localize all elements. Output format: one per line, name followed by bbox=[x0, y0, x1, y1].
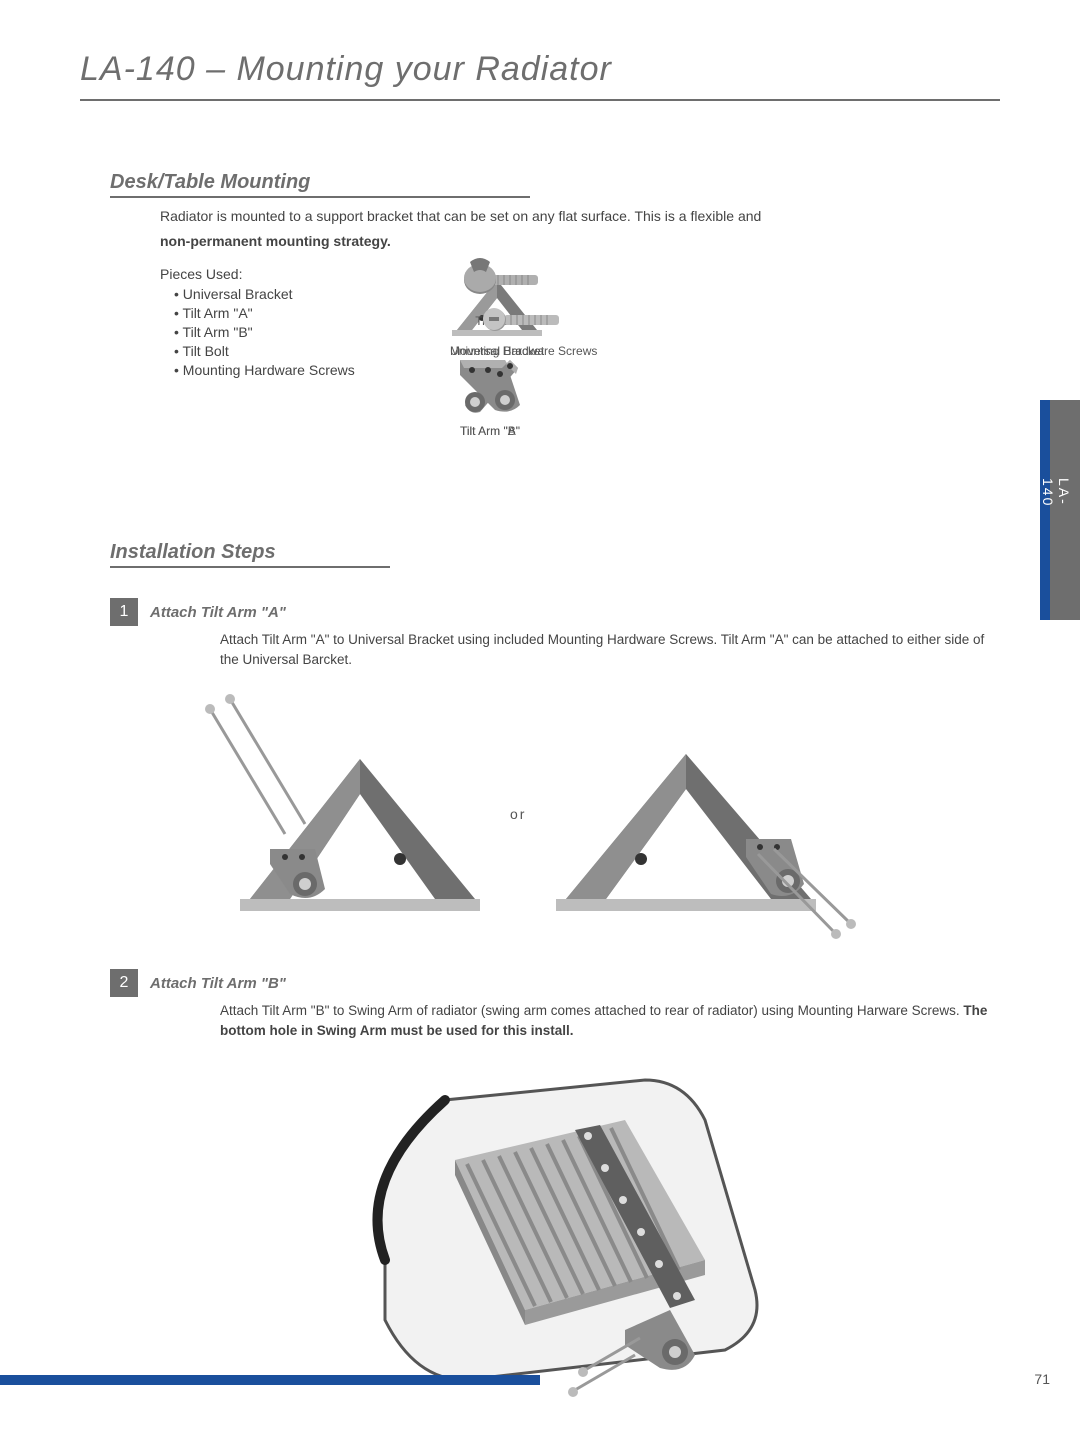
part-tilt-arm-b: Tilt Arm "B" bbox=[450, 350, 530, 438]
page-title: LA-140 – Mounting your Radiator bbox=[80, 50, 1000, 101]
step-1-title: Attach Tilt Arm "A" bbox=[150, 604, 286, 621]
bracket-left-icon bbox=[190, 689, 490, 939]
parts-icons: Universal Bracket Tilt Bolt bbox=[450, 260, 1000, 460]
step-2-title: Attach Tilt Arm "B" bbox=[150, 975, 286, 992]
tilt-arm-b-icon bbox=[450, 350, 530, 420]
footer-bar bbox=[0, 1375, 540, 1385]
section-heading-desk-table: Desk/Table Mounting bbox=[110, 171, 530, 198]
step-1-badge: 1 bbox=[110, 598, 138, 626]
step-1-body: Attach Tilt Arm "A" to Universal Bracket… bbox=[220, 630, 1000, 669]
screw-icon bbox=[479, 300, 569, 340]
step-2-badge: 2 bbox=[110, 969, 138, 997]
section-heading-installation: Installation Steps bbox=[110, 541, 390, 568]
side-tab-blue bbox=[1040, 400, 1050, 620]
caption: Tilt Arm "B" bbox=[450, 424, 530, 438]
or-label: or bbox=[510, 806, 526, 822]
step-2: 2 Attach Tilt Arm "B" Attach Tilt Arm "B… bbox=[110, 969, 1000, 1430]
intro-line-1: Radiator is mounted to a support bracket… bbox=[160, 206, 1000, 227]
step-2-body-pre: Attach Tilt Arm "B" to Swing Arm of radi… bbox=[220, 1003, 963, 1018]
step-1-figure: or bbox=[190, 689, 1000, 939]
page-number: 71 bbox=[1034, 1371, 1050, 1387]
side-tab-label: LA-140 bbox=[1040, 478, 1072, 510]
side-tab: LA-140 bbox=[1040, 400, 1080, 620]
step-2-body: Attach Tilt Arm "B" to Swing Arm of radi… bbox=[220, 1001, 1000, 1040]
bracket-right-icon bbox=[546, 689, 866, 939]
step-1: 1 Attach Tilt Arm "A" Attach Tilt Arm "A… bbox=[110, 598, 1000, 939]
intro-line-2: non-permanent mounting strategy. bbox=[160, 233, 391, 249]
side-tab-gray bbox=[1050, 400, 1080, 620]
